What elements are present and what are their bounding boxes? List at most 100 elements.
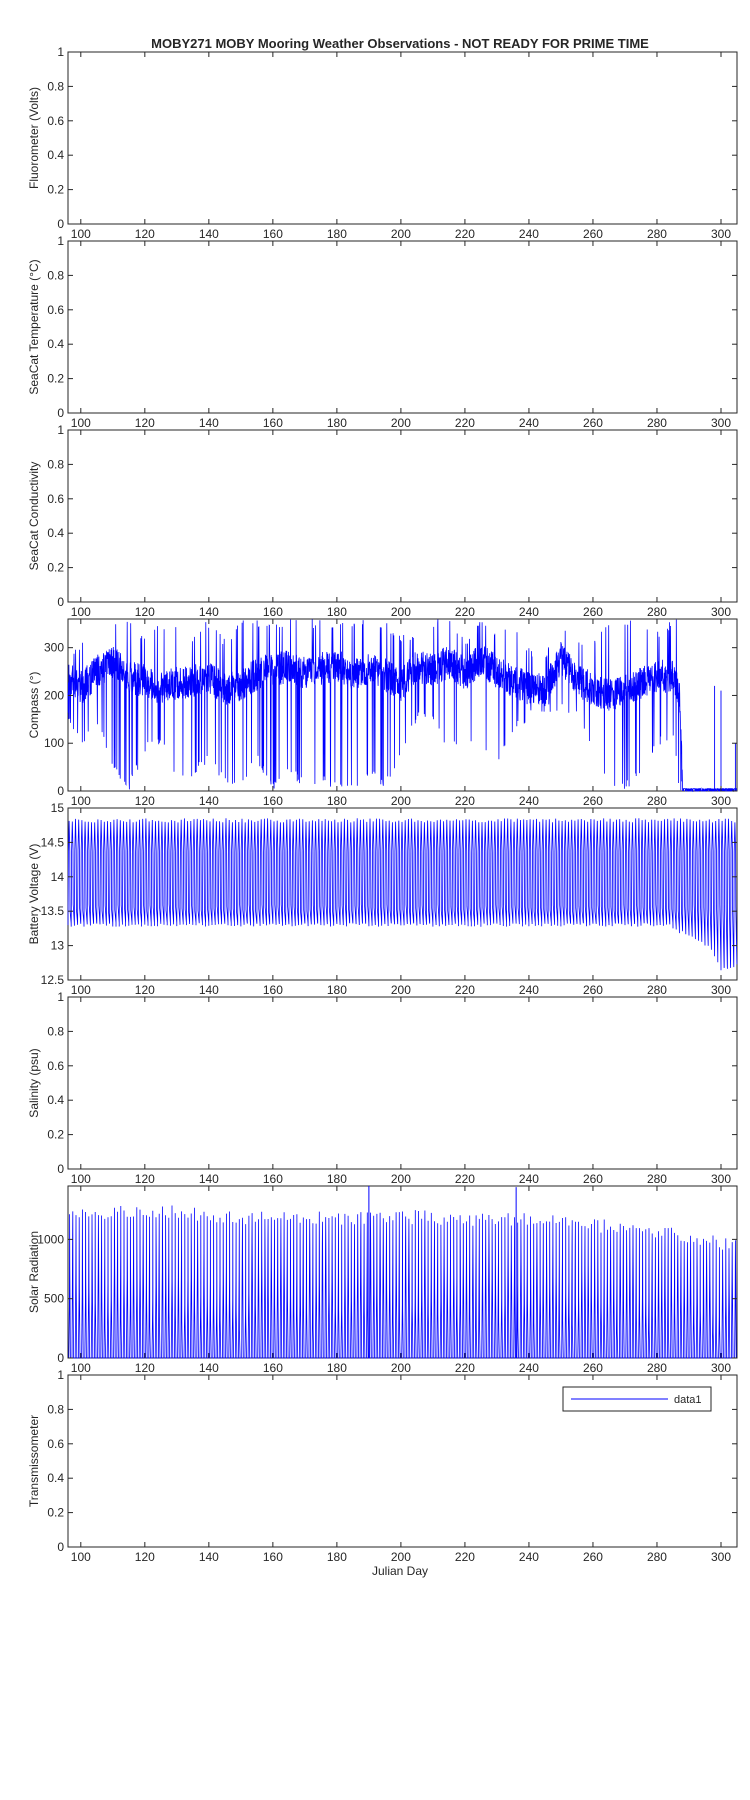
x-tick-label-compass-3: 160	[263, 794, 283, 808]
y-tick-label-seacat-temperature-4: 0.8	[47, 268, 64, 282]
x-tick-label-solar-radiation-5: 200	[391, 1361, 411, 1375]
x-tick-label-seacat-conductivity-7: 240	[519, 605, 539, 619]
x-tick-label-transmissometer-1: 120	[135, 1550, 155, 1564]
x-tick-label-solar-radiation-1: 120	[135, 1361, 155, 1375]
x-tick-label-fluorometer-10: 300	[711, 227, 731, 241]
x-tick-label-seacat-conductivity-4: 180	[327, 605, 347, 619]
x-tick-label-fluorometer-5: 200	[391, 227, 411, 241]
y-tick-label-salinity-1: 0.2	[47, 1128, 64, 1142]
y-tick-label-fluorometer-1: 0.2	[47, 183, 64, 197]
x-tick-label-transmissometer-0: 100	[71, 1550, 91, 1564]
x-tick-label-fluorometer-1: 120	[135, 227, 155, 241]
y-tick-label-compass-3: 300	[44, 641, 64, 655]
x-tick-label-solar-radiation-2: 140	[199, 1361, 219, 1375]
x-tick-label-compass-1: 120	[135, 794, 155, 808]
y-tick-label-transmissometer-2: 0.4	[47, 1471, 64, 1485]
y-tick-label-compass-1: 100	[44, 736, 64, 750]
y-tick-label-transmissometer-3: 0.6	[47, 1437, 64, 1451]
y-tick-label-salinity-4: 0.8	[47, 1024, 64, 1038]
x-tick-label-seacat-temperature-9: 280	[647, 416, 667, 430]
y-tick-label-seacat-conductivity-5: 1	[57, 423, 64, 437]
x-tick-label-seacat-temperature-2: 140	[199, 416, 219, 430]
x-tick-label-solar-radiation-10: 300	[711, 1361, 731, 1375]
y-tick-label-salinity-2: 0.4	[47, 1093, 64, 1107]
x-tick-label-transmissometer-7: 240	[519, 1550, 539, 1564]
x-tick-label-salinity-3: 160	[263, 1172, 283, 1186]
x-tick-label-seacat-temperature-5: 200	[391, 416, 411, 430]
y-tick-label-transmissometer-5: 1	[57, 1368, 64, 1382]
y-tick-label-compass-0: 0	[57, 784, 64, 798]
x-tick-label-solar-radiation-8: 260	[583, 1361, 603, 1375]
x-tick-label-battery-voltage-1: 120	[135, 983, 155, 997]
y-tick-label-battery-voltage-4: 14.5	[41, 835, 65, 849]
x-tick-label-seacat-temperature-4: 180	[327, 416, 347, 430]
x-tick-label-solar-radiation-9: 280	[647, 1361, 667, 1375]
y-tick-label-solar-radiation-1: 500	[44, 1292, 64, 1306]
y-axis-label-seacat-temperature: SeaCat Temperature (°C)	[27, 259, 41, 394]
panel-seacat-temperature: 100 120 140 160 180 200 220 240 260 280 300 0 0.2 0.4…	[27, 234, 738, 430]
x-tick-label-fluorometer-7: 240	[519, 227, 539, 241]
x-tick-label-seacat-temperature-3: 160	[263, 416, 283, 430]
y-tick-label-seacat-conductivity-4: 0.8	[47, 457, 64, 471]
x-tick-label-compass-4: 180	[327, 794, 347, 808]
x-tick-label-seacat-temperature-1: 120	[135, 416, 155, 430]
x-tick-label-fluorometer-4: 180	[327, 227, 347, 241]
x-tick-label-fluorometer-9: 280	[647, 227, 667, 241]
x-tick-label-transmissometer-6: 220	[455, 1550, 475, 1564]
x-tick-label-salinity-0: 100	[71, 1172, 91, 1186]
x-tick-label-transmissometer-5: 200	[391, 1550, 411, 1564]
figure-title: MOBY271 MOBY Mooring Weather Observation…	[151, 36, 649, 51]
x-tick-label-fluorometer-0: 100	[71, 227, 91, 241]
x-tick-label-solar-radiation-4: 180	[327, 1361, 347, 1375]
x-tick-label-battery-voltage-5: 200	[391, 983, 411, 997]
panel-salinity: 100 120 140 160 180 200 220 240 260 280 300 0 0.2 0.4…	[27, 990, 738, 1186]
x-tick-label-compass-10: 300	[711, 794, 731, 808]
y-tick-label-seacat-temperature-2: 0.4	[47, 337, 64, 351]
x-tick-label-compass-0: 100	[71, 794, 91, 808]
y-tick-label-battery-voltage-1: 13	[51, 939, 65, 953]
x-tick-label-salinity-10: 300	[711, 1172, 731, 1186]
plot-area-salinity	[67, 996, 738, 1170]
y-tick-label-battery-voltage-2: 13.5	[41, 904, 65, 918]
x-tick-label-solar-radiation-6: 220	[455, 1361, 475, 1375]
x-tick-label-transmissometer-2: 140	[199, 1550, 219, 1564]
x-tick-label-solar-radiation-0: 100	[71, 1361, 91, 1375]
x-tick-label-seacat-conductivity-0: 100	[71, 605, 91, 619]
y-tick-label-fluorometer-3: 0.6	[47, 114, 64, 128]
x-tick-label-fluorometer-3: 160	[263, 227, 283, 241]
y-tick-label-solar-radiation-0: 0	[57, 1351, 64, 1365]
x-tick-label-transmissometer-3: 160	[263, 1550, 283, 1564]
x-tick-label-seacat-conductivity-9: 280	[647, 605, 667, 619]
y-tick-label-seacat-temperature-1: 0.2	[47, 372, 64, 386]
x-tick-label-battery-voltage-0: 100	[71, 983, 91, 997]
x-tick-label-battery-voltage-7: 240	[519, 983, 539, 997]
y-axis-label-solar-radiation: Solar Radiation	[27, 1231, 41, 1313]
legend-label: data1	[674, 1394, 702, 1406]
x-tick-label-seacat-temperature-0: 100	[71, 416, 91, 430]
x-tick-label-solar-radiation-7: 240	[519, 1361, 539, 1375]
y-tick-label-seacat-temperature-0: 0	[57, 406, 64, 420]
x-tick-label-fluorometer-2: 140	[199, 227, 219, 241]
y-tick-label-seacat-conductivity-0: 0	[57, 595, 64, 609]
y-tick-label-fluorometer-5: 1	[57, 45, 64, 59]
y-tick-label-fluorometer-2: 0.4	[47, 148, 64, 162]
x-tick-label-compass-6: 220	[455, 794, 475, 808]
y-tick-label-compass-2: 200	[44, 688, 64, 702]
series-line-compass	[67, 619, 737, 793]
panel-fluorometer: 100 120 140 160 180 200 220 240 260 280 300 0 0.2 0.4…	[27, 45, 738, 241]
y-tick-label-seacat-conductivity-2: 0.4	[47, 526, 64, 540]
x-tick-label-seacat-temperature-8: 260	[583, 416, 603, 430]
x-tick-label-transmissometer-4: 180	[327, 1550, 347, 1564]
x-tick-label-battery-voltage-10: 300	[711, 983, 731, 997]
x-tick-label-seacat-conductivity-6: 220	[455, 605, 475, 619]
x-tick-label-battery-voltage-2: 140	[199, 983, 219, 997]
x-tick-label-seacat-temperature-7: 240	[519, 416, 539, 430]
plot-area-seacat-temperature	[67, 240, 738, 414]
x-tick-label-salinity-4: 180	[327, 1172, 347, 1186]
y-tick-label-salinity-0: 0	[57, 1162, 64, 1176]
x-tick-label-solar-radiation-3: 160	[263, 1361, 283, 1375]
y-tick-label-salinity-3: 0.6	[47, 1059, 64, 1073]
plot-area-fluorometer	[67, 51, 738, 225]
y-tick-label-seacat-temperature-5: 1	[57, 234, 64, 248]
x-tick-label-compass-8: 260	[583, 794, 603, 808]
